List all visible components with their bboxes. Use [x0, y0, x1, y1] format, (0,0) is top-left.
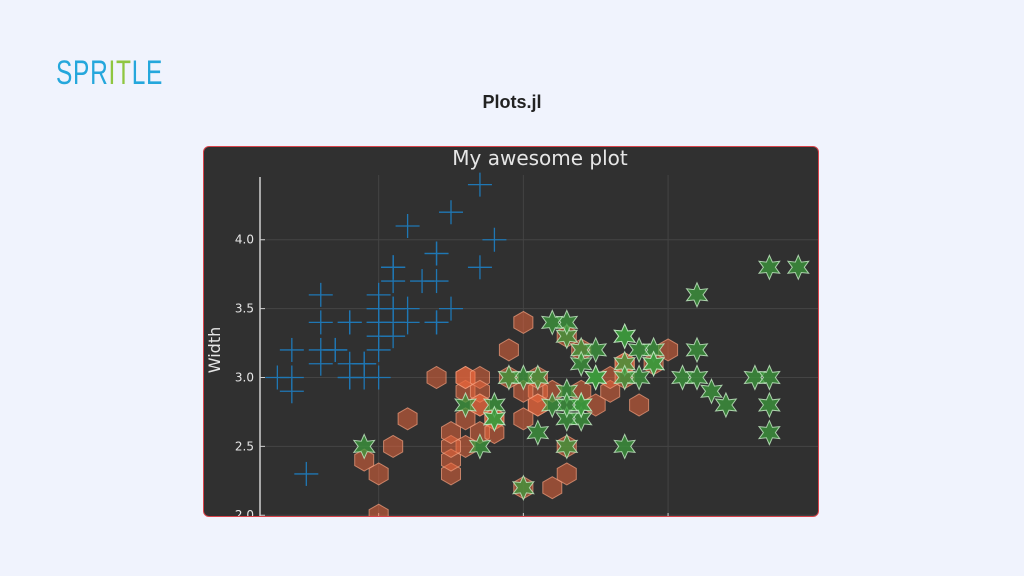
data-point-cross: [439, 296, 464, 321]
data-point-hexagon: [513, 407, 534, 431]
data-point-cross: [337, 310, 362, 335]
data-point-cross: [366, 296, 391, 321]
data-point-hexagon: [484, 421, 505, 445]
data-point-star: [700, 378, 723, 405]
data-point-star: [743, 364, 767, 391]
data-point-star: [786, 254, 810, 281]
data-point-star: [613, 364, 637, 391]
y-tick-label: 3.5: [235, 302, 254, 316]
data-point-star: [569, 405, 593, 433]
data-point-star: [454, 391, 477, 419]
data-point-hexagon: [498, 338, 519, 362]
data-point-star: [526, 364, 550, 391]
chart-axes: 2.0 2.5 3.0 3.5 4.0: [235, 177, 669, 517]
scatter-chart: 2.0 2.5 3.0 3.5 4.0 My awesome plot Width: [205, 147, 818, 517]
y-tick-label: 2.0: [235, 508, 254, 517]
data-point-star: [685, 281, 709, 309]
data-point-star: [511, 364, 535, 391]
data-point-star: [511, 474, 535, 501]
data-point-star: [613, 322, 637, 350]
data-point-cross: [337, 365, 362, 390]
chart-marks: [265, 172, 810, 516]
data-point-cross: [294, 461, 319, 486]
chart-grid: [260, 175, 818, 516]
data-point-star: [468, 433, 492, 460]
data-point-star: [352, 433, 376, 460]
data-point-hexagon: [368, 503, 389, 516]
spritle-logo: SPRITLE: [56, 56, 163, 90]
data-point-cross: [424, 241, 449, 266]
y-tick-label: 2.5: [235, 439, 254, 453]
data-point-cross: [279, 337, 304, 362]
data-point-star: [685, 364, 709, 391]
data-point-star: [627, 336, 651, 364]
data-point-cross: [424, 310, 449, 335]
y-tick-label: 4.0: [235, 233, 254, 247]
data-point-hexagon: [629, 393, 650, 417]
data-point-star: [569, 350, 593, 377]
series-cross: [265, 172, 507, 486]
data-point-cross: [308, 337, 333, 362]
data-point-star: [482, 405, 506, 433]
data-point-star: [757, 419, 781, 446]
data-point-cross: [366, 365, 391, 390]
data-point-cross: [439, 200, 464, 225]
data-point-star: [584, 336, 608, 364]
data-point-cross: [395, 213, 420, 238]
data-point-star: [757, 391, 781, 419]
data-point-star: [642, 350, 666, 377]
logo-text-part1: SPR: [56, 54, 109, 92]
data-point-hexagon: [383, 434, 404, 458]
data-point-cross: [352, 351, 377, 376]
data-point-hexagon: [397, 407, 418, 431]
series-star: [352, 254, 810, 501]
data-point-star: [685, 336, 709, 364]
y-axis-label: Width: [205, 327, 224, 373]
data-point-star: [555, 322, 579, 350]
data-point-hexagon: [513, 310, 534, 334]
data-point-cross: [467, 255, 492, 280]
data-point-star: [584, 364, 608, 391]
logo-text-part2: IT: [108, 54, 132, 92]
data-point-hexagon: [426, 365, 447, 390]
data-point-star: [555, 391, 579, 419]
data-point-star: [627, 364, 651, 391]
data-point-star: [613, 433, 637, 460]
data-point-cross: [410, 269, 435, 294]
logo-text-part3: LE: [131, 54, 164, 92]
data-point-star: [497, 364, 521, 391]
data-point-cross: [381, 310, 406, 335]
data-point-cross: [308, 282, 333, 307]
data-point-star: [540, 391, 564, 419]
slide-title: Plots.jl: [482, 92, 542, 112]
data-point-star: [671, 364, 694, 391]
data-point-star: [555, 405, 579, 433]
data-point-cross: [366, 324, 391, 349]
data-point-star: [555, 433, 579, 460]
data-point-cross: [308, 310, 333, 335]
data-point-star: [569, 391, 593, 419]
data-point-star: [555, 309, 579, 336]
data-point-star: [757, 364, 781, 391]
data-point-hexagon: [354, 448, 375, 472]
data-point-hexagon: [556, 462, 577, 486]
chart-frame: 2.0 2.5 3.0 3.5 4.0 My awesome plot Width: [203, 146, 819, 517]
data-point-star: [714, 391, 738, 419]
data-point-cross: [482, 227, 507, 252]
data-point-star: [526, 419, 550, 446]
data-point-cross: [467, 172, 492, 197]
data-point-hexagon: [368, 462, 389, 486]
chart-title: My awesome plot: [452, 147, 628, 170]
data-point-cross: [381, 255, 406, 280]
data-point-star: [757, 254, 781, 281]
y-tick-label: 3.0: [235, 370, 254, 384]
data-point-cross: [279, 365, 304, 390]
data-point-star: [540, 309, 564, 336]
